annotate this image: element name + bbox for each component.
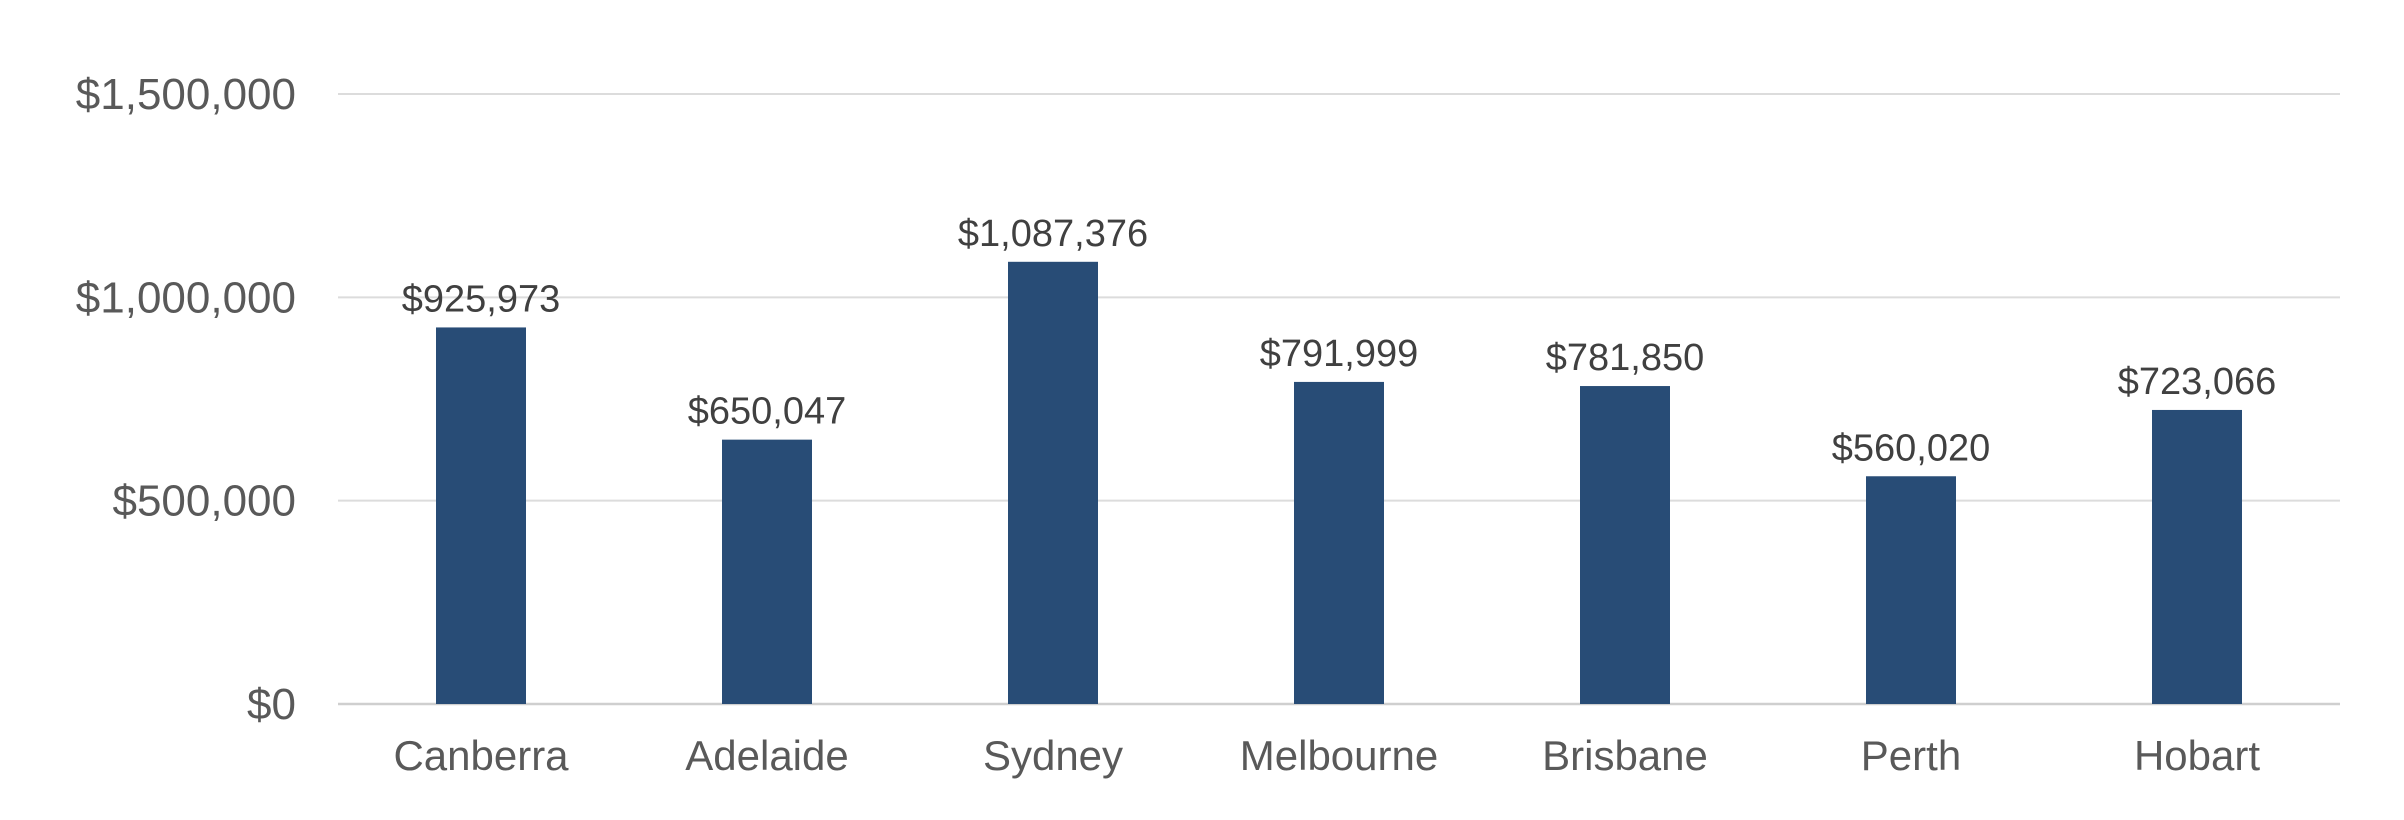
data-label: $560,020 — [1832, 427, 1991, 469]
bar-perth — [1866, 476, 1956, 704]
x-axis-ticks: Canberra Adelaide Sydney Melbourne Brisbane P… — [393, 732, 2260, 779]
x-tick-label: Melbourne — [1240, 732, 1438, 779]
data-label: $791,999 — [1260, 333, 1419, 375]
x-tick-label: Brisbane — [1542, 732, 1708, 779]
x-tick-label: Hobart — [2134, 732, 2260, 779]
bar-canberra — [436, 327, 526, 704]
y-axis-ticks: $0 $500,000 $1,000,000 $1,500,000 — [76, 70, 296, 729]
x-tick-label: Canberra — [393, 732, 569, 779]
bar-melbourne — [1294, 381, 1384, 704]
data-label: $723,066 — [2118, 361, 2277, 403]
x-tick-label: Perth — [1861, 732, 1961, 779]
y-tick-label: $500,000 — [112, 477, 296, 526]
x-tick-label: Adelaide — [685, 732, 848, 779]
data-labels: $925,973 $650,047 $1,087,376 $791,999 $781,8… — [402, 213, 2277, 469]
data-label: $1,087,376 — [958, 213, 1148, 255]
bar-brisbane — [1580, 386, 1670, 704]
data-label: $650,047 — [688, 391, 847, 433]
y-tick-label: $1,000,000 — [76, 273, 296, 322]
y-tick-label: $0 — [247, 680, 296, 729]
data-label: $925,973 — [402, 278, 561, 320]
data-label: $781,850 — [1546, 337, 1705, 379]
bar-sydney — [1008, 261, 1098, 704]
x-tick-label: Sydney — [983, 732, 1123, 779]
bars — [436, 261, 2242, 704]
bar-hobart — [2152, 409, 2242, 704]
bar-adelaide — [722, 439, 812, 704]
y-tick-label: $1,500,000 — [76, 70, 296, 119]
